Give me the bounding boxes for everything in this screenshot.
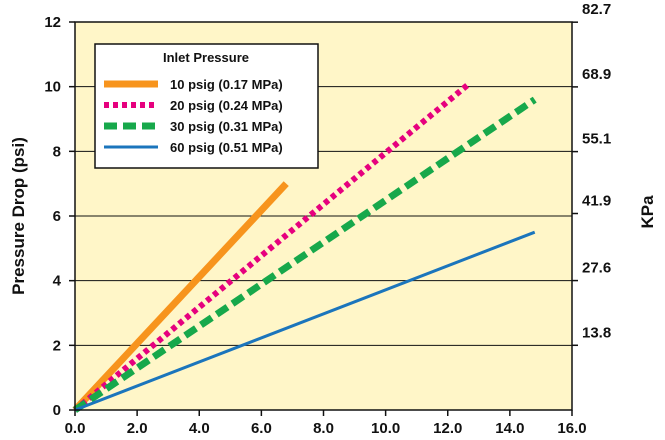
series-line-3: [73, 96, 537, 413]
y2-axis-title: KPa: [638, 195, 657, 229]
y-tick-label: 8: [53, 143, 61, 160]
series-line-2: [73, 81, 472, 413]
legend-title: Inlet Pressure: [163, 50, 249, 65]
x-tick-label: 14.0: [495, 420, 524, 437]
y2-tick-label: 68.9: [582, 66, 611, 83]
y-tick-label: 10: [44, 79, 61, 96]
x-tick-label: 12.0: [433, 420, 462, 437]
series-line-1: [72, 181, 289, 413]
x-tick-label: 0.0: [65, 420, 86, 437]
y-tick-label: 12: [44, 14, 61, 31]
y-tick-label: 2: [53, 337, 61, 354]
x-tick-label: 10.0: [371, 420, 400, 437]
legend-label-3: 30 psig (0.31 MPa): [170, 119, 283, 134]
x-tick-label: 4.0: [189, 420, 210, 437]
x-axis: 0.0 2.0 4.0 6.0 8.0 10.0 12.0 14.0 16.0: [65, 410, 587, 437]
legend-label-1: 10 psig (0.17 MPa): [170, 77, 283, 92]
y-axis-title: Pressure Drop (psi): [9, 137, 28, 295]
x-tick-label: 2.0: [127, 420, 148, 437]
x-tick-label: 8.0: [313, 420, 334, 437]
y2-tick-label: 41.9: [582, 193, 611, 210]
series-line-4: [74, 230, 536, 412]
y2-tick-label: 27.6: [582, 260, 611, 277]
y2-tick-label: 55.1: [582, 131, 611, 148]
y-tick-label: 6: [53, 208, 61, 225]
y2-tick-label: 13.8: [582, 324, 611, 341]
y-axis-right: 13.8 27.6 41.9 55.1 68.9 82.7: [572, 1, 611, 347]
legend: Inlet Pressure 10 psig (0.17 MPa) 20 psig…: [94, 43, 319, 169]
y2-tick-label: 82.7: [582, 1, 611, 18]
legend-label-4: 60 psig (0.51 MPa): [170, 140, 283, 155]
x-tick-label: 16.0: [557, 420, 586, 437]
y-tick-label: 4: [53, 273, 62, 290]
legend-label-2: 20 psig (0.24 MPa): [170, 98, 283, 113]
y-tick-label: 0: [53, 402, 61, 419]
series-layer: [72, 81, 537, 413]
y-axis-left: 0 2 4 6 8 10 12: [44, 14, 75, 419]
x-tick-label: 6.0: [251, 420, 272, 437]
